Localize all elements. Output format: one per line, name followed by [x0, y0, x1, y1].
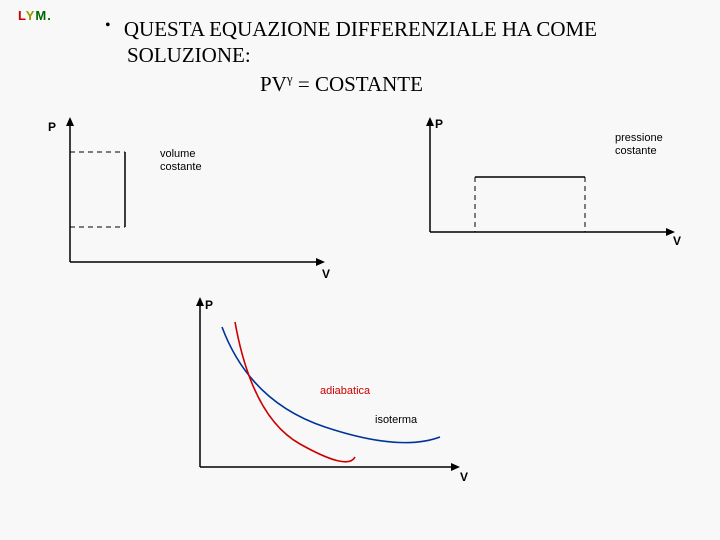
- chart3-label-isoterma: isoterma: [375, 414, 417, 426]
- chart-adiabatica-isoterma: P V adiabatica isoterma: [170, 292, 480, 487]
- chart3-x-label: V: [460, 470, 468, 484]
- chart1-y-label: P: [48, 120, 56, 134]
- chart3-label-adiabatica: adiabatica: [320, 385, 370, 397]
- chart1-annotation: volume costante: [160, 148, 202, 174]
- equation-rest: = COSTANTE: [293, 72, 423, 96]
- logo-l: L: [18, 8, 26, 23]
- chart2-annotation: pressione costante: [615, 132, 663, 158]
- charts-area: P V volume costante P V pressione costan…: [0, 107, 720, 507]
- logo-y: Y: [26, 8, 36, 23]
- equation: PVγ = COSTANTE: [260, 71, 690, 97]
- bullet-icon: •: [105, 16, 111, 36]
- chart3-y-label: P: [205, 298, 213, 312]
- chart2-x-label: V: [673, 234, 681, 248]
- heading: • QUESTA EQUAZIONE DIFFERENZIALE HA COME…: [105, 16, 690, 69]
- heading-line2: SOLUZIONE:: [127, 43, 251, 67]
- chart-pressione-costante: P V pressione costante: [405, 112, 695, 252]
- chart2-y-label: P: [435, 117, 443, 131]
- heading-line1: QUESTA EQUAZIONE DIFFERENZIALE HA COME: [124, 17, 597, 41]
- chart-volume-costante: P V volume costante: [40, 112, 340, 282]
- chart1-svg: [40, 112, 340, 282]
- logo-m: M.: [35, 8, 51, 23]
- logo: LYM.: [18, 8, 52, 23]
- equation-base: PV: [260, 72, 287, 96]
- slide-content: • QUESTA EQUAZIONE DIFFERENZIALE HA COME…: [0, 0, 720, 107]
- chart1-x-label: V: [322, 267, 330, 281]
